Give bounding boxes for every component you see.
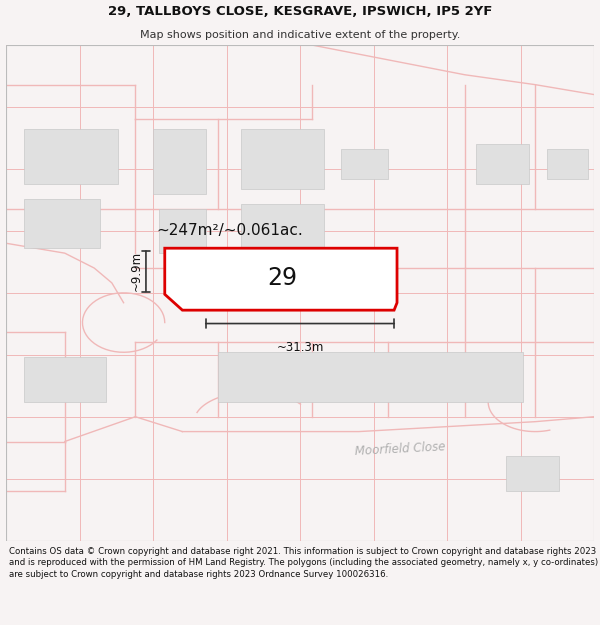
- Bar: [153, 129, 206, 194]
- Text: 29, TALLBOYS CLOSE, KESGRAVE, IPSWICH, IP5 2YF: 29, TALLBOYS CLOSE, KESGRAVE, IPSWICH, I…: [108, 5, 492, 18]
- Text: Map shows position and indicative extent of the property.: Map shows position and indicative extent…: [140, 30, 460, 40]
- Bar: [241, 204, 323, 253]
- Text: ~247m²/~0.061ac.: ~247m²/~0.061ac.: [156, 223, 303, 238]
- Bar: [218, 352, 523, 402]
- Bar: [23, 129, 118, 184]
- Text: Contains OS data © Crown copyright and database right 2021. This information is : Contains OS data © Crown copyright and d…: [9, 548, 598, 579]
- Bar: [341, 149, 388, 179]
- Bar: [23, 199, 100, 248]
- Text: Moorfield Close: Moorfield Close: [355, 440, 446, 458]
- Bar: [506, 456, 559, 491]
- Polygon shape: [165, 248, 397, 310]
- Text: ~9.9m: ~9.9m: [130, 251, 143, 291]
- Bar: [23, 357, 106, 402]
- Bar: [547, 149, 588, 179]
- Bar: [159, 209, 206, 253]
- Bar: [241, 129, 323, 189]
- Text: 29: 29: [268, 266, 298, 290]
- Bar: [476, 144, 529, 184]
- Text: ~31.3m: ~31.3m: [277, 341, 323, 354]
